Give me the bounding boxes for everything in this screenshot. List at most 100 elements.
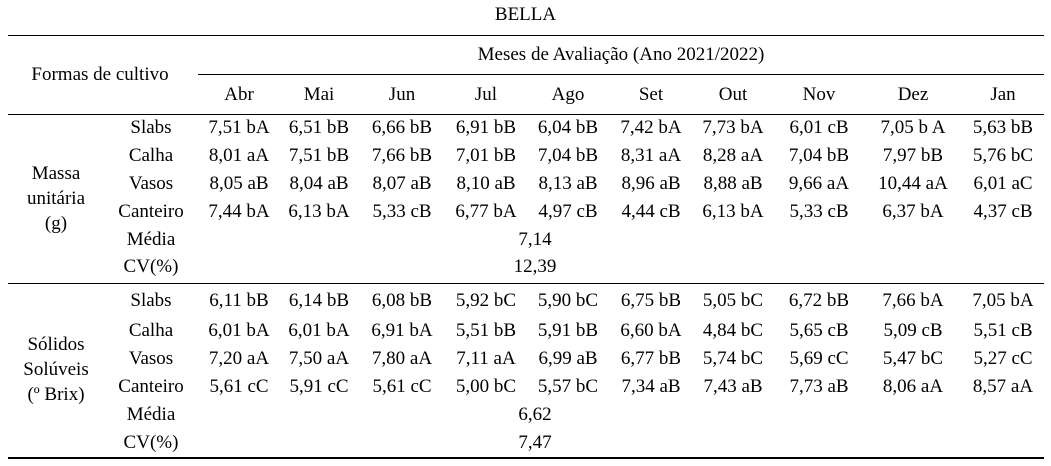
cultivation-form-label: Slabs	[130, 117, 172, 138]
table-cell: 5,57 bC	[537, 376, 599, 397]
table-title: BELLA	[494, 4, 557, 25]
table-cell: 6,37 bA	[882, 201, 944, 222]
table-cell: 7,80 aA	[371, 348, 433, 369]
table-cell: 7,43 aB	[703, 376, 763, 397]
month-header-5: Set	[638, 84, 664, 105]
month-header-6: Out	[718, 84, 748, 105]
table-cell: 5,65 cB	[789, 320, 849, 341]
table-cell: 8,28 aA	[702, 145, 764, 166]
table-cell: 5,91 bB	[537, 320, 599, 341]
table-cell: 5,69 cC	[789, 348, 849, 369]
table-cell: 6,91 bB	[455, 117, 517, 138]
table-cell: 8,07 aB	[372, 173, 432, 194]
table-cell: 7,44 bA	[208, 201, 270, 222]
table-cell: 7,73 aB	[789, 376, 849, 397]
cv-label: CV(%)	[123, 432, 179, 453]
media-value: 7,14	[518, 229, 552, 250]
table-cell: 7,04 bB	[537, 145, 599, 166]
group-label-line: (g)	[44, 213, 68, 234]
table-cell: 10,44 aA	[878, 173, 948, 194]
cultivation-form-label: Canteiro	[118, 376, 184, 397]
table-cell: 5,74 bC	[702, 348, 764, 369]
table-cell: 6,77 bA	[455, 201, 517, 222]
table-cell: 8,13 aB	[538, 173, 598, 194]
table-cell: 7,97 bB	[882, 145, 944, 166]
table-cell: 6,01 cB	[789, 117, 849, 138]
table-cell: 7,05 bA	[972, 290, 1034, 311]
table-cell: 6,01 bA	[208, 320, 270, 341]
table-cell: 5,61 cC	[209, 376, 269, 397]
month-header-3: Jul	[474, 84, 498, 105]
table-cell: 4,97 cB	[538, 201, 598, 222]
table-cell: 5,91 cC	[289, 376, 349, 397]
table-cell: 5,05 bC	[702, 290, 764, 311]
table-cell: 8,04 aB	[289, 173, 349, 194]
cultivation-form-label: Calha	[128, 145, 174, 166]
table-cell: 8,88 aB	[703, 173, 763, 194]
month-header-2: Jun	[388, 84, 416, 105]
table-cell: 5,61 cC	[372, 376, 432, 397]
month-header-9: Jan	[990, 84, 1016, 105]
bottom-rule	[8, 457, 1044, 459]
table-cell: 7,51 bB	[288, 145, 350, 166]
table-cell: 6,11 bB	[209, 290, 269, 311]
table-cell: 6,08 bB	[371, 290, 433, 311]
table-cell: 6,60 bA	[620, 320, 682, 341]
table-cell: 5,51 cB	[973, 320, 1033, 341]
table-cell: 8,06 aA	[882, 376, 944, 397]
table-cell: 7,51 bA	[208, 117, 270, 138]
table-cell: 7,34 aB	[621, 376, 681, 397]
table-cell: 6,99 aB	[538, 348, 598, 369]
table-cell: 8,05 aB	[209, 173, 269, 194]
cultivation-header: Formas de cultivo	[31, 64, 169, 85]
month-header-4: Ago	[551, 84, 585, 105]
table-cell: 8,57 aA	[972, 376, 1034, 397]
month-header-7: Nov	[802, 84, 836, 105]
cv-label: CV(%)	[123, 256, 179, 277]
month-header-0: Abr	[224, 84, 254, 105]
group-separator-rule	[8, 283, 1044, 284]
table-cell: 6,66 bB	[371, 117, 433, 138]
table-cell: 7,73 bA	[702, 117, 764, 138]
cultivation-form-label: Vasos	[128, 348, 174, 369]
table-cell: 6,04 bB	[537, 117, 599, 138]
table-cell: 5,33 cB	[372, 201, 432, 222]
cultivation-form-label: Calha	[128, 320, 174, 341]
table-cell: 8,96 aB	[621, 173, 681, 194]
top-rule	[8, 35, 1044, 36]
table-cell: 6,13 bA	[702, 201, 764, 222]
cultivation-form-label: Slabs	[130, 290, 172, 311]
table-cell: 5,63 bB	[972, 117, 1034, 138]
month-header-8: Dez	[897, 84, 929, 105]
table-cell: 5,33 cB	[789, 201, 849, 222]
table-cell: 6,51 bB	[288, 117, 350, 138]
group-label-line: Sólidos	[27, 334, 85, 355]
table-cell: 6,14 bB	[288, 290, 350, 311]
table-cell: 4,44 cB	[621, 201, 681, 222]
month-header-1: Mai	[303, 84, 335, 105]
table-cell: 7,42 bA	[620, 117, 682, 138]
cv-value: 7,47	[518, 432, 552, 453]
table-cell: 6,13 bA	[288, 201, 350, 222]
table-cell: 5,51 bB	[455, 320, 517, 341]
cv-value: 12,39	[513, 256, 557, 277]
media-label: Média	[126, 229, 176, 250]
table-cell: 5,09 cB	[883, 320, 943, 341]
group-label-line: Massa	[31, 163, 81, 184]
table-cell: 5,27 cC	[973, 348, 1033, 369]
table-cell: 6,01 bA	[288, 320, 350, 341]
cultivation-form-label: Vasos	[128, 173, 174, 194]
table-cell: 6,72 bB	[788, 290, 850, 311]
table-cell: 7,04 bB	[788, 145, 850, 166]
table-cell: 7,01 bB	[455, 145, 517, 166]
months-sub-rule	[198, 74, 1044, 75]
table-cell: 7,20 aA	[208, 348, 270, 369]
table-cell: 5,00 bC	[455, 376, 517, 397]
table-cell: 4,37 cB	[973, 201, 1033, 222]
table-cell: 6,75 bB	[620, 290, 682, 311]
table-cell: 6,77 bB	[620, 348, 682, 369]
months-header: Meses de Avaliação (Ano 2021/2022)	[477, 44, 765, 65]
table-cell: 8,10 aB	[456, 173, 516, 194]
table-cell: 8,01 aA	[208, 145, 270, 166]
group-label-line: unitária	[26, 188, 86, 209]
